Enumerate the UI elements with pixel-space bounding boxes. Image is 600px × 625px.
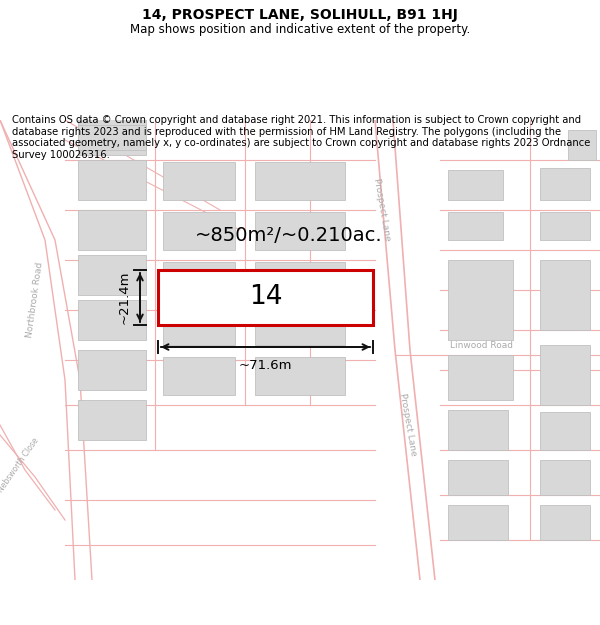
Bar (448, 260, 513, 340)
Text: Prospect Lane: Prospect Lane (398, 393, 418, 457)
Bar (163, 357, 235, 395)
Bar (540, 460, 590, 495)
Bar (163, 262, 235, 300)
Bar (448, 170, 503, 200)
Bar (78, 115, 146, 155)
Bar (540, 412, 590, 450)
Bar (540, 505, 590, 540)
Text: Northbrook Road: Northbrook Road (25, 261, 45, 339)
Text: Map shows position and indicative extent of the property.: Map shows position and indicative extent… (130, 24, 470, 36)
Bar (255, 262, 345, 300)
Bar (540, 212, 590, 240)
Bar (163, 212, 235, 250)
Bar (540, 260, 590, 330)
Text: ~850m²/~0.210ac.: ~850m²/~0.210ac. (195, 226, 383, 245)
Text: Contains OS data © Crown copyright and database right 2021. This information is : Contains OS data © Crown copyright and d… (12, 115, 590, 160)
Bar (540, 168, 590, 200)
Bar (448, 460, 508, 495)
Bar (163, 307, 235, 345)
Bar (255, 162, 345, 200)
Bar (448, 355, 513, 400)
Bar (255, 357, 345, 395)
Bar (78, 300, 146, 340)
Text: 14, PROSPECT LANE, SOLIHULL, B91 1HJ: 14, PROSPECT LANE, SOLIHULL, B91 1HJ (142, 8, 458, 22)
Bar (255, 212, 345, 250)
Bar (568, 130, 596, 160)
Text: Nebsworth Close: Nebsworth Close (0, 436, 40, 494)
Bar (255, 307, 345, 345)
Bar (158, 270, 373, 325)
Bar (163, 162, 235, 200)
Bar (448, 212, 503, 240)
Bar (78, 400, 146, 440)
Text: ~21.4m: ~21.4m (118, 271, 131, 324)
Bar (78, 255, 146, 295)
Bar (78, 160, 146, 200)
Text: ~71.6m: ~71.6m (239, 359, 292, 372)
Bar (448, 410, 508, 450)
Bar (540, 345, 590, 405)
Text: Linwood Road: Linwood Road (450, 341, 513, 350)
Bar (78, 210, 146, 250)
Bar (448, 505, 508, 540)
Bar (78, 125, 146, 150)
Text: Prospect Lane: Prospect Lane (372, 178, 392, 242)
Text: 14: 14 (249, 284, 282, 311)
Bar (78, 350, 146, 390)
